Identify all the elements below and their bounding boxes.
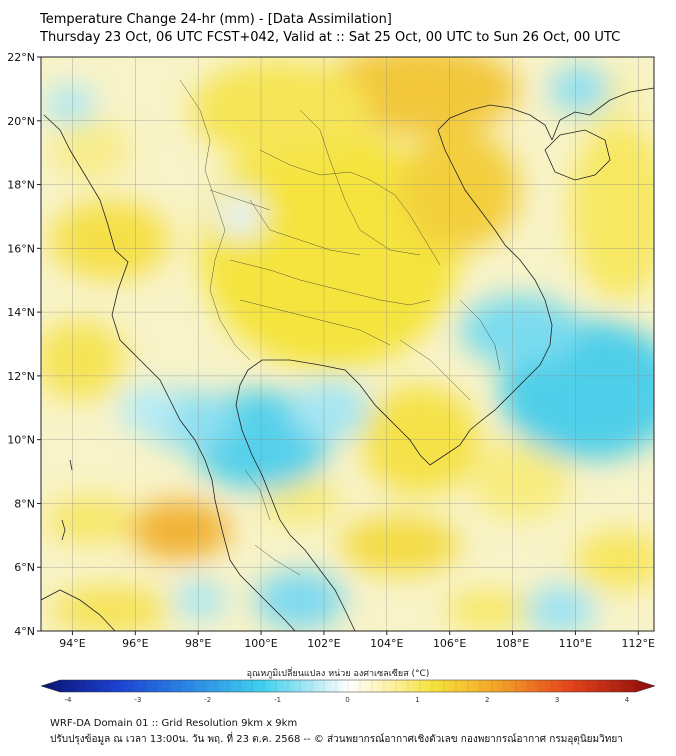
longitude-axis: 94°E 96°E 98°E 100°E 102°E 104°E 106°E 108°E 110…: [59, 631, 655, 650]
colorbar-tick-label: 3: [555, 696, 559, 704]
colorbar-ticks: -4 -3 -2 -1 0 1 2 3 4: [59, 680, 637, 704]
lat-label: 12°N: [7, 370, 35, 383]
colorbar-tick-label: 1: [415, 696, 419, 704]
lat-label: 14°N: [7, 306, 35, 319]
lon-label: 94°E: [59, 637, 85, 650]
map-subtitle: Thursday 23 Oct, 06 UTC FCST+042, Valid …: [40, 30, 621, 45]
coastlines: [41, 87, 654, 631]
lat-label: 16°N: [7, 242, 35, 255]
lat-label: 18°N: [7, 179, 35, 192]
latitude-axis: 22°N 20°N 18°N 16°N 14°N 12°N 10°N 8°N 6°N 4°N: [7, 51, 41, 638]
colorbar-tick-label: -3: [134, 696, 141, 704]
map-frame: [40, 56, 655, 632]
colorbar-tick-label: -1: [274, 696, 281, 704]
lon-label: 110°E: [559, 637, 592, 650]
lat-label: 6°N: [14, 561, 35, 574]
lat-lon-grid: [41, 57, 654, 631]
temperature-field: [41, 57, 654, 631]
colorbar-tick-label: 0: [345, 696, 349, 704]
colorbar-tick-label: 4: [625, 696, 630, 704]
lat-label: 8°N: [14, 497, 35, 510]
lat-label: 4°N: [14, 625, 35, 638]
admin-boundaries: [179, 79, 501, 576]
colorbar: -4 -3 -2 -1 0 1 2 3 4: [40, 679, 656, 704]
lon-label: 108°E: [496, 637, 529, 650]
footer-credit: ปรับปรุงข้อมูล ณ เวลา 13:00น. วัน พฤ. ที…: [50, 734, 623, 745]
colorbar-tick-label: 2: [485, 696, 489, 704]
colorbar-tick-label: -2: [204, 696, 211, 704]
footer-model-info: WRF-DA Domain 01 :: Grid Resolution 9km …: [50, 718, 298, 729]
lon-label: 100°E: [244, 637, 277, 650]
lat-label: 22°N: [7, 51, 35, 64]
map-title: Temperature Change 24-hr (mm) - [Data As…: [40, 12, 392, 27]
colorbar-title: อุณหภูมิเปลี่ยนแปลง หน่วย องศาเซลเซียส (…: [246, 669, 430, 679]
lon-label: 96°E: [122, 637, 148, 650]
lat-label: 10°N: [7, 434, 35, 447]
lon-label: 102°E: [307, 637, 340, 650]
lat-label: 20°N: [7, 115, 35, 128]
lon-label: 112°E: [622, 637, 655, 650]
colorbar-tick-label: -4: [65, 696, 73, 704]
lon-label: 106°E: [433, 637, 466, 650]
lon-label: 98°E: [185, 637, 211, 650]
lon-label: 104°E: [370, 637, 403, 650]
